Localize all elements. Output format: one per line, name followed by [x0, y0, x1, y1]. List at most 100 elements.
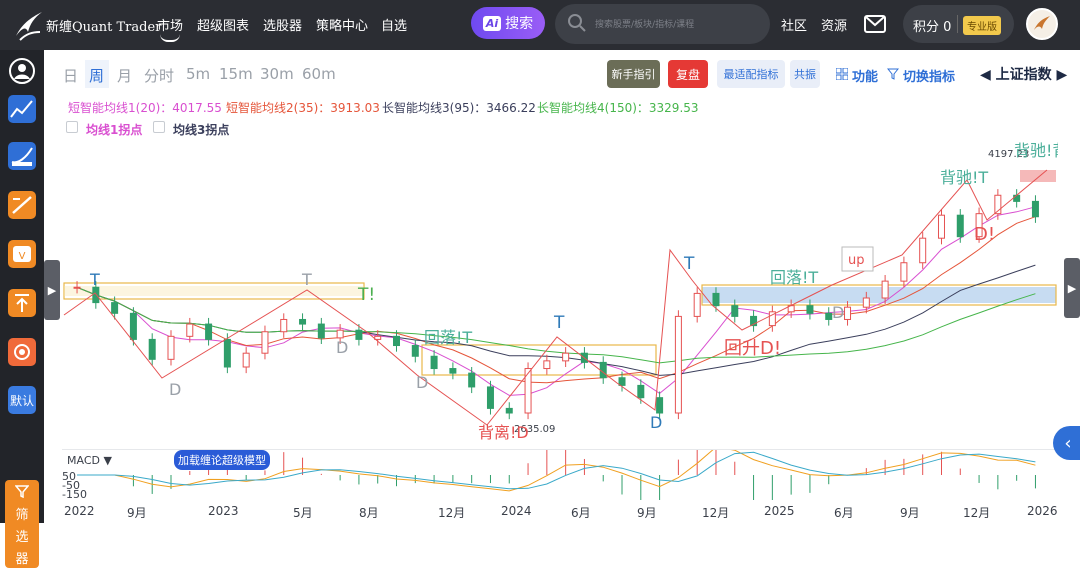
avatar[interactable]: [1026, 8, 1058, 40]
candle-body: [975, 213, 983, 238]
nav-strategy-center[interactable]: 策略中心: [316, 19, 369, 34]
annotation-d1: D: [169, 380, 181, 399]
switch-indicator-link[interactable]: 切换指标: [903, 70, 956, 85]
ma1-inflection-label[interactable]: 均线1拐点: [86, 123, 143, 137]
candle-body: [994, 194, 1002, 215]
timeframe-week[interactable]: 周: [89, 67, 105, 85]
ma3-value: 3466.22: [486, 101, 536, 115]
back-arrow-button[interactable]: ‹: [1053, 426, 1080, 460]
right-panel-toggle[interactable]: ▶: [1064, 258, 1080, 318]
annotation-d5: D: [832, 303, 844, 322]
ai-badge: Ai: [482, 15, 502, 31]
top-bar: 新缠Quant Trader 市场 超级图表 选股器 策略中心 自选 Ai 搜索…: [0, 0, 1080, 50]
nav-market[interactable]: 市场: [157, 15, 183, 42]
candle-body: [223, 338, 231, 368]
ma-line-2: [76, 216, 1036, 384]
ma3-inflection-checkbox[interactable]: [153, 121, 165, 133]
timeframe-60m[interactable]: 60m: [302, 65, 336, 83]
candle-body: [637, 384, 645, 399]
timeframe-day[interactable]: 日: [63, 67, 79, 85]
camera-icon[interactable]: [8, 338, 36, 366]
candle-body: [317, 323, 325, 339]
nav-super-chart[interactable]: 超级图表: [197, 19, 250, 34]
macd-tick-neg50: -50: [62, 479, 80, 492]
xaxis-tick: 9月: [127, 506, 147, 520]
replay-button[interactable]: 复盘: [668, 60, 708, 88]
nav-resources[interactable]: 资源: [821, 19, 848, 34]
candle-body: [712, 292, 720, 307]
ma3-inflection-label[interactable]: 均线3拐点: [173, 123, 230, 137]
screener-button[interactable]: 筛 选 器: [5, 480, 39, 568]
chart-trend-icon[interactable]: [8, 95, 36, 123]
functions-link[interactable]: 功能: [852, 70, 879, 85]
candle-body: [919, 237, 927, 264]
nav-watchlist[interactable]: 自选: [381, 19, 408, 34]
candle-body: [486, 386, 494, 409]
candle-body: [937, 214, 945, 239]
trend-line-icon[interactable]: [8, 191, 36, 219]
candle-body: [956, 214, 964, 238]
funnel-icon[interactable]: [887, 68, 899, 80]
grid-icon[interactable]: [836, 68, 848, 80]
ma2-value: 3913.03: [330, 101, 380, 115]
resonance-button[interactable]: 共振: [790, 60, 820, 88]
mail-icon[interactable]: [864, 15, 886, 33]
logo-icon[interactable]: [12, 6, 46, 44]
avatar-logo-icon: [1034, 16, 1050, 30]
best-indicator-button[interactable]: 最适配指标: [717, 60, 785, 88]
candle-body: [430, 355, 438, 370]
timeframe-15m[interactable]: 15m: [219, 65, 253, 83]
xaxis-tick: 2025: [764, 504, 795, 518]
annotation-t3: T!: [357, 285, 375, 305]
candle-body: [468, 372, 476, 388]
candle-body: [336, 329, 344, 339]
chart-annotations: 4197.23 2635.09 T T T! D D 回落!T D T 背离!D…: [89, 141, 1058, 442]
sidebar-collapse-button[interactable]: ▶: [44, 260, 60, 320]
brand-name[interactable]: 新缠Quant Trader: [46, 20, 162, 35]
macd-label[interactable]: MACD ▼: [67, 454, 112, 467]
candle-body: [449, 368, 457, 374]
candle-body: [92, 286, 100, 304]
xaxis-tick: 9月: [900, 506, 920, 520]
points-display[interactable]: 积分 0 专业版: [903, 5, 1014, 43]
nav-community[interactable]: 社区: [781, 19, 808, 34]
candle-body: [261, 331, 269, 354]
timeframe-30m[interactable]: 30m: [260, 65, 294, 83]
pivot-zones: [63, 170, 1057, 376]
candle-body: [355, 329, 363, 340]
search-input[interactable]: 搜索股票/板块/指标/课程: [555, 4, 770, 44]
xaxis-tick: 12月: [963, 506, 991, 520]
volume-icon[interactable]: V: [8, 240, 36, 268]
price-chart[interactable]: 4197.23 2635.09 T T T! D D 回落!T D T 背离!D…: [62, 140, 1058, 446]
top-indicator-icon[interactable]: [8, 289, 36, 317]
annotation-divergence-d: 背离!D: [478, 423, 529, 442]
default-button[interactable]: 默认: [8, 386, 36, 414]
search-icon: [568, 14, 586, 32]
macd-yaxis: 50 -50 -150: [62, 471, 87, 501]
timeframe-5m[interactable]: 5m: [186, 65, 211, 83]
annotation-pullback-t2: 回落!T: [770, 268, 818, 287]
annotation-t2: T: [301, 270, 312, 289]
macd-tick-neg150: -150: [62, 488, 87, 501]
index-name[interactable]: ◀ 上证指数 ▶: [980, 67, 1068, 83]
timeframe-intraday[interactable]: 分时: [144, 67, 175, 85]
ma2-label: 短智能均线2(35)：: [226, 101, 331, 115]
ma2-legend: 短智能均线2(35)：3913.03: [226, 99, 380, 116]
candle-body: [844, 306, 852, 320]
ai-search-button[interactable]: Ai 搜索: [471, 7, 545, 39]
nav-stock-screener[interactable]: 选股器: [263, 19, 303, 34]
annotation-t4: T: [553, 313, 565, 333]
candle-body: [543, 360, 551, 370]
ma1-inflection-checkbox[interactable]: [66, 121, 78, 133]
timeframe-month[interactable]: 月: [117, 67, 133, 85]
chart-curve-icon[interactable]: [8, 142, 36, 170]
low-price-label: 2635.09: [514, 424, 555, 435]
svg-text:V: V: [19, 251, 26, 262]
user-icon[interactable]: [8, 57, 36, 85]
ai-search-label: 搜索: [505, 16, 534, 32]
ma1-value: 4017.55: [172, 101, 222, 115]
load-model-button[interactable]: 加载缠论超级模型: [174, 450, 270, 470]
ma-line-1: [76, 206, 1036, 396]
novice-guide-button[interactable]: 新手指引: [607, 60, 660, 88]
annotation-rebound-d: 回升D!: [724, 338, 781, 359]
